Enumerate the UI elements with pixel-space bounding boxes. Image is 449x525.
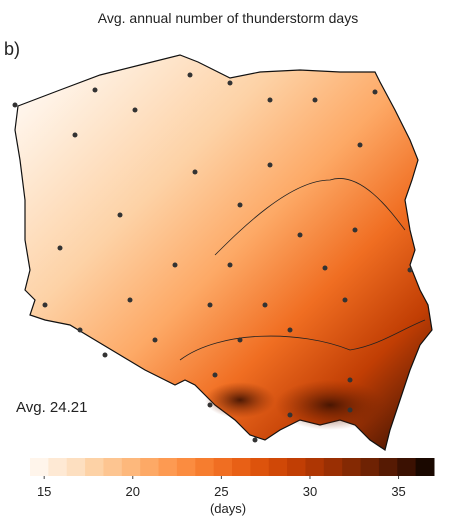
average-annotation: Avg. 24.21 <box>16 399 87 416</box>
colorbar-bin <box>195 458 215 476</box>
colorbar-bin <box>287 458 306 476</box>
panel-label: b) <box>4 39 20 59</box>
colorbar-tick-label: 15 <box>37 484 51 499</box>
colorbar-bin <box>397 458 417 476</box>
map <box>12 54 433 451</box>
colorbar-bin <box>323 458 343 476</box>
dark-region <box>275 380 385 430</box>
colorbar-bin <box>158 458 178 476</box>
colorbar-bin <box>140 458 160 476</box>
stations <box>12 72 413 443</box>
colorbar: 15 20 25 30 35 <box>30 458 435 499</box>
title: Avg. annual number of thunderstorm days <box>98 10 358 26</box>
colorbar-tick-label: 35 <box>391 484 405 499</box>
colorbar-bin <box>342 458 362 476</box>
colorbar-bin <box>176 458 196 476</box>
colorbar-tick-label: 25 <box>214 484 228 499</box>
colorbar-bin <box>415 458 435 476</box>
country-shape <box>14 54 433 451</box>
colorbar-bin <box>103 458 123 476</box>
colorbar-bin <box>66 458 86 476</box>
colorbar-bin <box>121 458 141 476</box>
colorbar-tick-label: 30 <box>303 484 317 499</box>
colorbar-bin <box>305 458 325 476</box>
colorbar-bin <box>85 458 104 476</box>
colorbar-label: (days) <box>210 501 246 516</box>
colorbar-bin <box>250 458 270 476</box>
colorbar-tick-label: 20 <box>126 484 140 499</box>
colorbar-bin <box>360 458 380 476</box>
colorbar-bin <box>268 458 288 476</box>
dark-region <box>205 382 275 418</box>
colorbar-bin <box>378 458 398 476</box>
colorbar-bin <box>30 458 49 476</box>
colorbar-bin <box>48 458 68 476</box>
contour <box>179 178 426 361</box>
colorbar-bin <box>213 458 233 476</box>
colorbar-bin <box>232 458 251 476</box>
